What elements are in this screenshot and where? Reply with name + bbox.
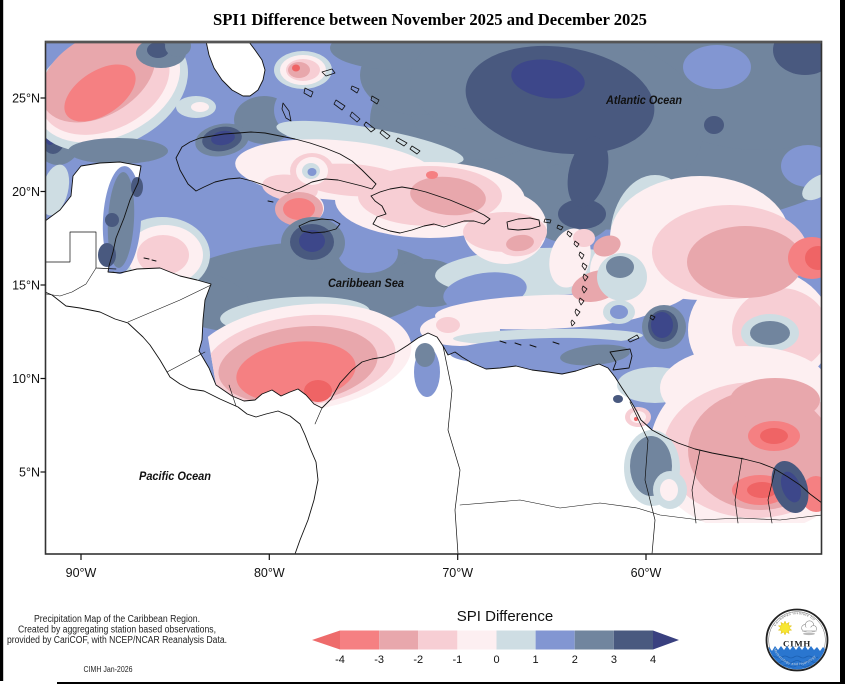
svg-text:CIMH Jan-2026: CIMH Jan-2026: [84, 665, 133, 674]
svg-text:Precipitation Map of the Carib: Precipitation Map of the Caribbean Regio…: [34, 614, 200, 625]
svg-text:-2: -2: [413, 654, 423, 666]
svg-text:70°W: 70°W: [442, 566, 473, 580]
svg-text:SPI Difference: SPI Difference: [457, 608, 553, 625]
svg-text:80°W: 80°W: [254, 566, 285, 580]
svg-text:-3: -3: [374, 654, 384, 666]
svg-text:90°W: 90°W: [66, 566, 97, 580]
svg-text:Created by aggregating station: Created by aggregating station based obs…: [18, 625, 216, 636]
svg-text:15°N: 15°N: [12, 279, 40, 293]
svg-text:Caribbean Sea: Caribbean Sea: [328, 278, 405, 290]
svg-text:20°N: 20°N: [12, 185, 40, 199]
svg-text:Atlantic Ocean: Atlantic Ocean: [605, 95, 682, 107]
svg-text:0: 0: [493, 654, 499, 666]
svg-text:1: 1: [533, 654, 539, 666]
svg-text:provided by CariCOF, with NCEP: provided by CariCOF, with NCEP/NCAR Rean…: [7, 635, 227, 646]
svg-text:-1: -1: [452, 654, 462, 666]
svg-text:Pacific Ocean: Pacific Ocean: [139, 471, 211, 483]
svg-text:5°N: 5°N: [19, 466, 40, 480]
svg-text:CIMH: CIMH: [783, 639, 811, 649]
svg-text:2: 2: [572, 654, 578, 666]
svg-text:SPI1 Difference between Novemb: SPI1 Difference between November 2025 an…: [213, 10, 647, 29]
svg-text:-4: -4: [335, 654, 345, 666]
svg-text:3: 3: [611, 654, 617, 666]
svg-text:4: 4: [650, 654, 656, 666]
svg-text:25°N: 25°N: [12, 92, 40, 106]
svg-text:60°W: 60°W: [631, 566, 662, 580]
svg-text:10°N: 10°N: [12, 372, 40, 386]
